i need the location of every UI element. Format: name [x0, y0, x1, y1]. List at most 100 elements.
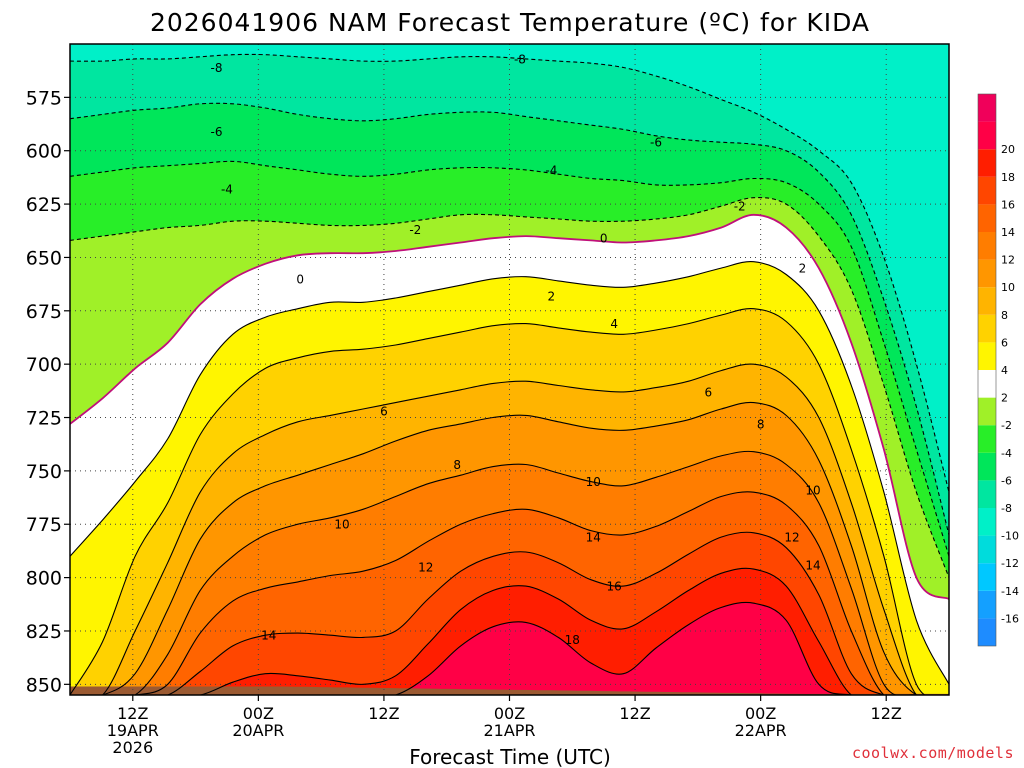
x-tick-label: 00Z	[243, 704, 274, 723]
chart-title: 2026041906 NAM Forecast Temperature (ºC)…	[150, 8, 870, 37]
color-legend: -16 -14 -12 -10 -8 -6 -4 -2 2 4 6 8 10 12 14 16 18 20	[977, 93, 1019, 647]
legend-swatch	[978, 535, 996, 564]
x-tick-label: 2026	[112, 738, 153, 757]
contour-label: 14	[805, 558, 820, 572]
legend-swatch	[978, 121, 996, 150]
y-tick-label: 825	[26, 621, 62, 643]
legend-label: -14	[1001, 585, 1019, 598]
legend-swatch	[978, 287, 996, 315]
legend-label: -2	[1001, 419, 1012, 432]
contour-line-4	[70, 308, 949, 695]
legend-swatch	[978, 563, 996, 591]
legend-label: 20	[1001, 143, 1015, 156]
legend-label: 16	[1001, 198, 1015, 211]
y-tick-label: 850	[26, 674, 62, 696]
legend-swatch	[978, 370, 996, 398]
legend-swatch	[978, 149, 996, 177]
legend-swatch	[978, 204, 996, 232]
temperature-bands	[70, 44, 949, 695]
contour-label: 18	[565, 633, 580, 647]
contour-label: 10	[805, 484, 820, 498]
contour-line--6	[70, 102, 949, 536]
legend-label: 4	[1001, 364, 1008, 377]
legend-swatch	[978, 425, 996, 453]
legend-swatch	[978, 232, 996, 260]
y-tick-label: 625	[26, 194, 62, 216]
contour-label: 14	[261, 629, 276, 643]
contour-label: -8	[211, 61, 223, 75]
legend-label: -10	[1001, 530, 1019, 543]
contour-line--4	[70, 160, 949, 557]
y-tick-label: 775	[26, 514, 62, 536]
legend-label: -12	[1001, 557, 1019, 570]
contour-label: 6	[705, 385, 713, 399]
contour-line-14	[70, 531, 949, 695]
contour-line-10	[70, 450, 949, 695]
legend-swatch	[978, 480, 996, 508]
legend-label: -8	[1001, 502, 1012, 515]
legend-swatch	[978, 590, 996, 619]
legend-swatch	[978, 508, 996, 536]
contour-label: 10	[586, 475, 601, 489]
ground-terrain	[70, 686, 949, 695]
x-tick-label: 22APR	[735, 721, 787, 740]
contour-label: 0	[296, 272, 304, 286]
y-tick-label: 575	[26, 87, 62, 109]
legend-label: -16	[1001, 612, 1019, 625]
contour-label: -8	[514, 52, 526, 66]
credit-text[interactable]: coolwx.com/models	[851, 744, 1014, 762]
contour-label: 10	[334, 518, 349, 532]
legend-label: 14	[1001, 226, 1015, 239]
contour-label: 8	[757, 417, 765, 431]
y-tick-label: 600	[26, 141, 62, 163]
contour-line-16	[70, 567, 949, 695]
legend-label: 2	[1001, 392, 1008, 405]
contour-label: -4	[545, 163, 557, 177]
contour-label: 4	[610, 317, 618, 331]
legend-swatch	[978, 314, 996, 343]
legend-label: 8	[1001, 309, 1008, 322]
legend-swatch	[978, 259, 996, 288]
contour-line-6	[70, 363, 949, 695]
legend-swatch	[978, 342, 996, 370]
contour-label: 0	[600, 232, 608, 246]
legend-label: 12	[1001, 254, 1015, 267]
legend-label: 6	[1001, 336, 1008, 349]
contour-line--8	[70, 53, 949, 493]
legend-swatch	[978, 618, 996, 646]
x-tick-label: 21APR	[483, 721, 535, 740]
x-tick-label: 20APR	[232, 721, 284, 740]
ground-area	[70, 686, 949, 695]
y-tick-label: 750	[26, 461, 62, 483]
contour-line-0	[70, 213, 949, 600]
contour-label: -2	[409, 223, 421, 237]
y-tick-label: 800	[26, 568, 62, 590]
contour-label: 12	[784, 531, 799, 545]
contour-label: 8	[453, 458, 461, 472]
contour-line--2	[70, 197, 949, 578]
contour-label: -6	[211, 125, 223, 139]
x-tick-label: 12Z	[117, 704, 148, 723]
contour-label: -4	[221, 183, 233, 197]
x-tick-label: 12Z	[871, 704, 902, 723]
legend-label: 10	[1001, 281, 1015, 294]
legend-label: 18	[1001, 171, 1015, 184]
legend-swatch	[978, 94, 996, 122]
contour-line-2	[70, 261, 949, 685]
legend-label: -6	[1001, 474, 1012, 487]
x-tick-label: 00Z	[494, 704, 525, 723]
contour-label: 14	[586, 531, 601, 545]
legend-swatch	[978, 176, 996, 205]
contour-line-8	[70, 401, 949, 695]
contour-label: 6	[380, 405, 388, 419]
y-tick-label: 650	[26, 247, 62, 269]
x-tick-label: 12Z	[368, 704, 399, 723]
y-axis: 575 600 625 650 675 700 725 750 775 800 825 850	[26, 87, 70, 696]
x-tick-label: 19APR	[107, 721, 159, 740]
contour-label: 2	[799, 262, 807, 276]
contour-label: 2	[548, 289, 556, 303]
contour-line-12	[70, 491, 949, 695]
y-tick-label: 725	[26, 408, 62, 430]
legend-swatch	[978, 397, 996, 426]
